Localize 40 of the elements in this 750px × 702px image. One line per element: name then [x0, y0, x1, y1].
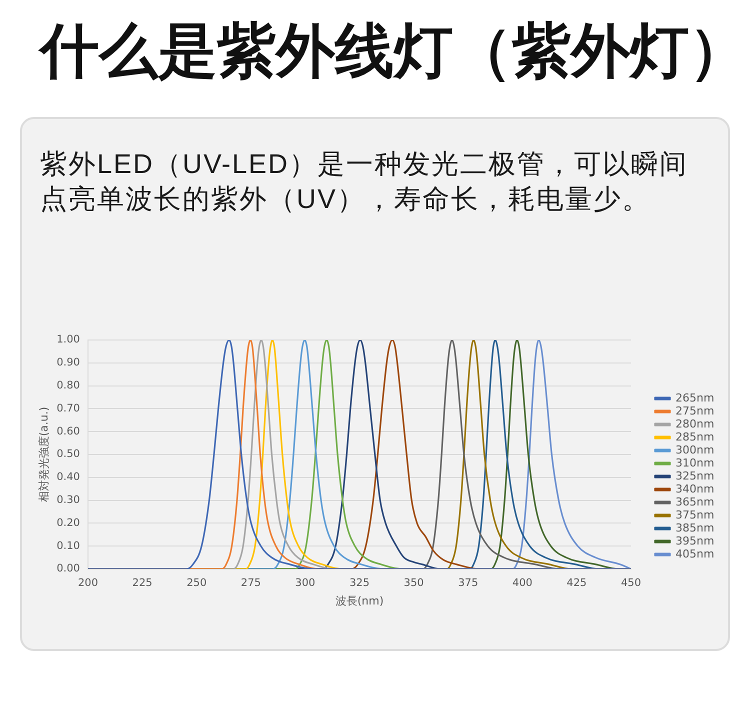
x-tick-label: 250	[186, 577, 207, 590]
legend-label: 365nm	[676, 495, 714, 508]
y-tick-label: 0.80	[56, 380, 80, 392]
y-tick-label: 0.60	[56, 425, 80, 438]
legend-label: 375nm	[676, 508, 714, 522]
x-tick-label: 425	[566, 577, 587, 590]
y-tick-label: 0.10	[56, 540, 80, 552]
legend-label: 385nm	[676, 521, 714, 534]
legend-label: 300nm	[676, 443, 714, 456]
y-tick-label: 0.30	[56, 494, 80, 506]
x-tick-label: 300	[295, 577, 316, 590]
legend-label: 340nm	[676, 482, 714, 496]
legend-label: 395nm	[676, 534, 714, 548]
y-tick-label: 0.70	[56, 402, 80, 414]
x-tick-label: 350	[404, 577, 424, 590]
y-axis-title: 相対発光強度(a.u.)	[37, 406, 50, 502]
y-tick-label: 0.00	[56, 562, 80, 575]
line-series	[88, 340, 631, 569]
x-tick-label: 325	[349, 577, 370, 590]
y-tick-label: 0.50	[56, 448, 80, 460]
x-tick-label: 400	[512, 577, 532, 590]
x-tick-label: 275	[240, 577, 261, 590]
chart-subtitle: 紫外LED（UV-LED）是一种发光二极管，可以瞬间点亮单波长的紫外（UV），寿命长，耗电量少。	[40, 148, 690, 216]
x-tick-label: 375	[458, 577, 478, 590]
legend-label: 280nm	[676, 417, 714, 430]
legend-label: 275nm	[676, 404, 714, 418]
legend-label: 310nm	[676, 456, 714, 470]
legend-label: 325nm	[676, 469, 714, 482]
x-tick-label: 450	[620, 577, 642, 590]
legend-label: 405nm	[676, 547, 714, 560]
x-axis-title: 波長(nm)	[335, 594, 384, 608]
x-tick-label: 225	[132, 577, 152, 590]
legend-label: 265nm	[676, 391, 714, 404]
y-tick-label: 0.40	[56, 471, 80, 484]
x-tick-label: 200	[78, 577, 98, 590]
legend-label: 285nm	[676, 430, 714, 444]
y-tick-label: 0.90	[56, 356, 80, 369]
y-tick-label: 1.00	[56, 334, 80, 346]
chart-title: 什么是紫外线灯（紫外灯）	[40, 17, 748, 86]
y-tick-label: 0.20	[56, 516, 80, 529]
